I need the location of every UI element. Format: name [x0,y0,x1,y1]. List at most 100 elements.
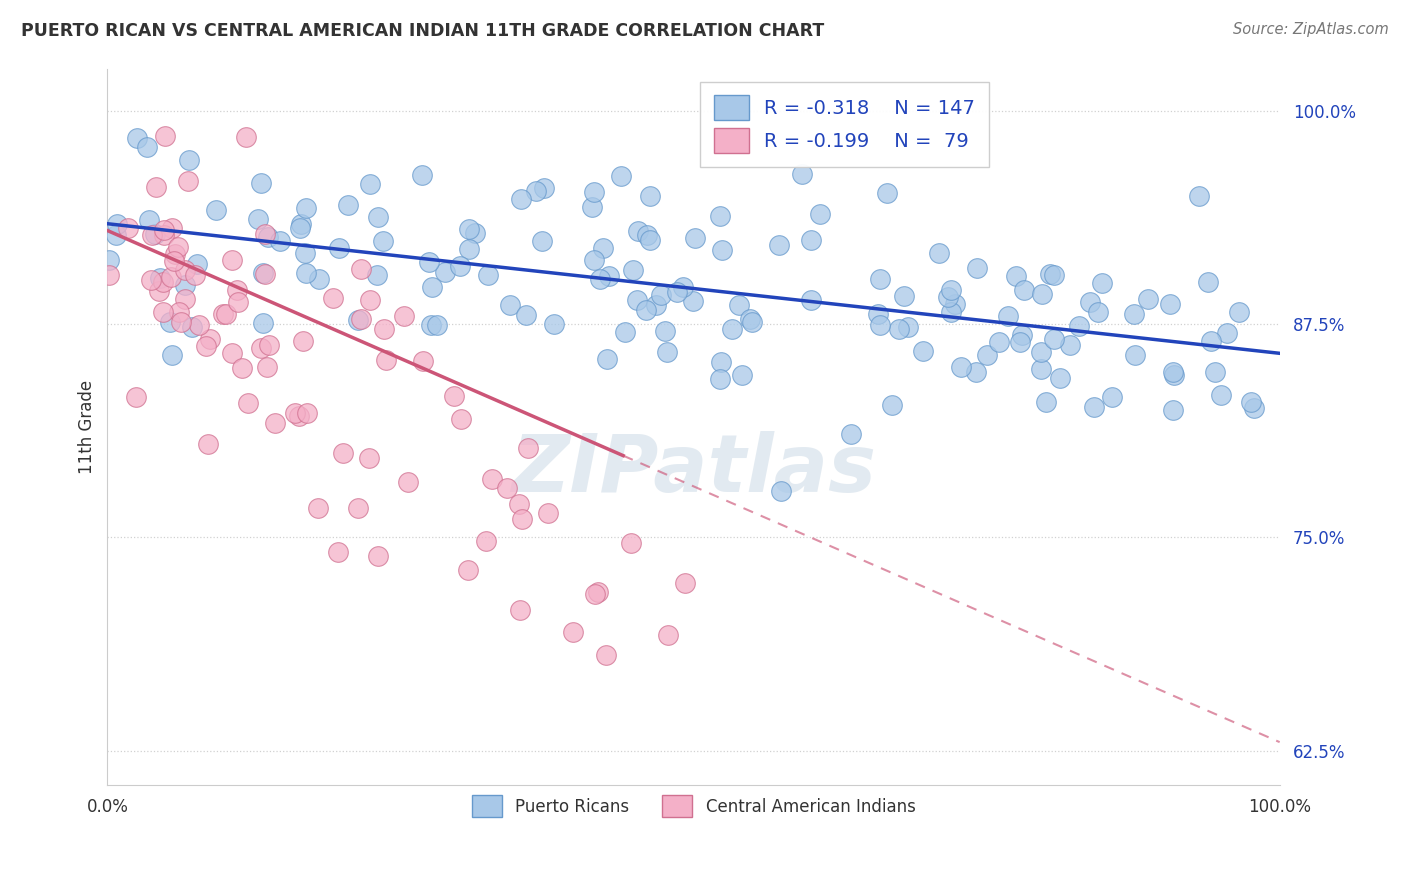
Point [655,344,678,359]
Point [1122,308,1144,322]
Point [1216,326,1239,341]
Point [1043,268,1066,282]
Point [194,339,217,353]
Point [160,220,183,235]
Point [162,348,184,362]
Point [727,298,749,312]
Point [221,253,243,268]
Point [253,267,276,281]
Point [392,309,415,323]
Point [152,223,174,237]
Point [869,271,891,285]
Point [163,254,186,268]
Point [167,305,190,319]
Point [197,437,219,451]
Point [297,405,319,419]
Point [294,246,316,260]
Point [350,262,373,277]
Point [893,288,915,302]
Point [640,233,662,247]
Point [1243,401,1265,416]
Point [246,212,269,227]
Point [228,295,250,310]
Point [673,576,696,591]
Point [359,293,381,308]
Point [252,317,274,331]
Point [582,253,605,268]
Point [148,284,170,298]
Point [510,192,533,206]
Point [1091,276,1114,290]
Point [426,318,449,333]
Point [1211,387,1233,401]
Point [610,169,633,184]
Point [936,290,959,304]
Point [644,298,666,312]
Point [173,292,195,306]
Point [170,315,193,329]
Point [839,426,862,441]
Point [524,184,547,198]
Point [141,228,163,243]
Point [672,280,695,294]
Point [657,628,679,642]
Point [475,533,498,548]
Point [636,228,658,243]
Point [1239,395,1261,409]
Point [709,372,731,386]
Point [166,240,188,254]
Point [434,265,457,279]
Point [1004,268,1026,283]
Point [477,268,499,283]
Point [1197,276,1219,290]
Point [508,497,530,511]
Point [346,312,368,326]
Point [347,500,370,515]
Point [97,268,120,282]
Point [308,272,330,286]
Point [1136,292,1159,306]
Point [533,180,555,194]
Point [869,318,891,332]
Point [634,302,657,317]
Legend: Puerto Ricans, Central American Indians: Puerto Ricans, Central American Indians [458,782,929,830]
Point [350,311,373,326]
Point [250,177,273,191]
Point [621,262,644,277]
Point [866,307,889,321]
Point [620,536,643,550]
Point [336,198,359,212]
Point [582,185,605,199]
Point [496,481,519,495]
Point [371,234,394,248]
Point [1083,400,1105,414]
Point [366,211,388,225]
Text: PUERTO RICAN VS CENTRAL AMERICAN INDIAN 11TH GRADE CORRELATION CHART: PUERTO RICAN VS CENTRAL AMERICAN INDIAN … [21,22,824,40]
Point [596,351,619,366]
Point [939,283,962,297]
Point [105,217,128,231]
Point [235,129,257,144]
Point [530,234,553,248]
Point [949,359,972,374]
Point [876,186,898,201]
Point [180,320,202,334]
Point [328,241,350,255]
Point [1008,335,1031,350]
Point [291,334,314,348]
Point [143,227,166,241]
Point [1043,332,1066,346]
Point [588,584,610,599]
Point [257,338,280,352]
Point [740,311,762,326]
Point [359,177,381,191]
Point [1123,348,1146,362]
Point [790,167,813,181]
Point [288,409,311,424]
Point [173,277,195,292]
Point [1035,395,1057,409]
Point [186,258,208,272]
Text: ZIPatlas: ZIPatlas [510,431,876,508]
Point [1087,305,1109,319]
Point [887,322,910,336]
